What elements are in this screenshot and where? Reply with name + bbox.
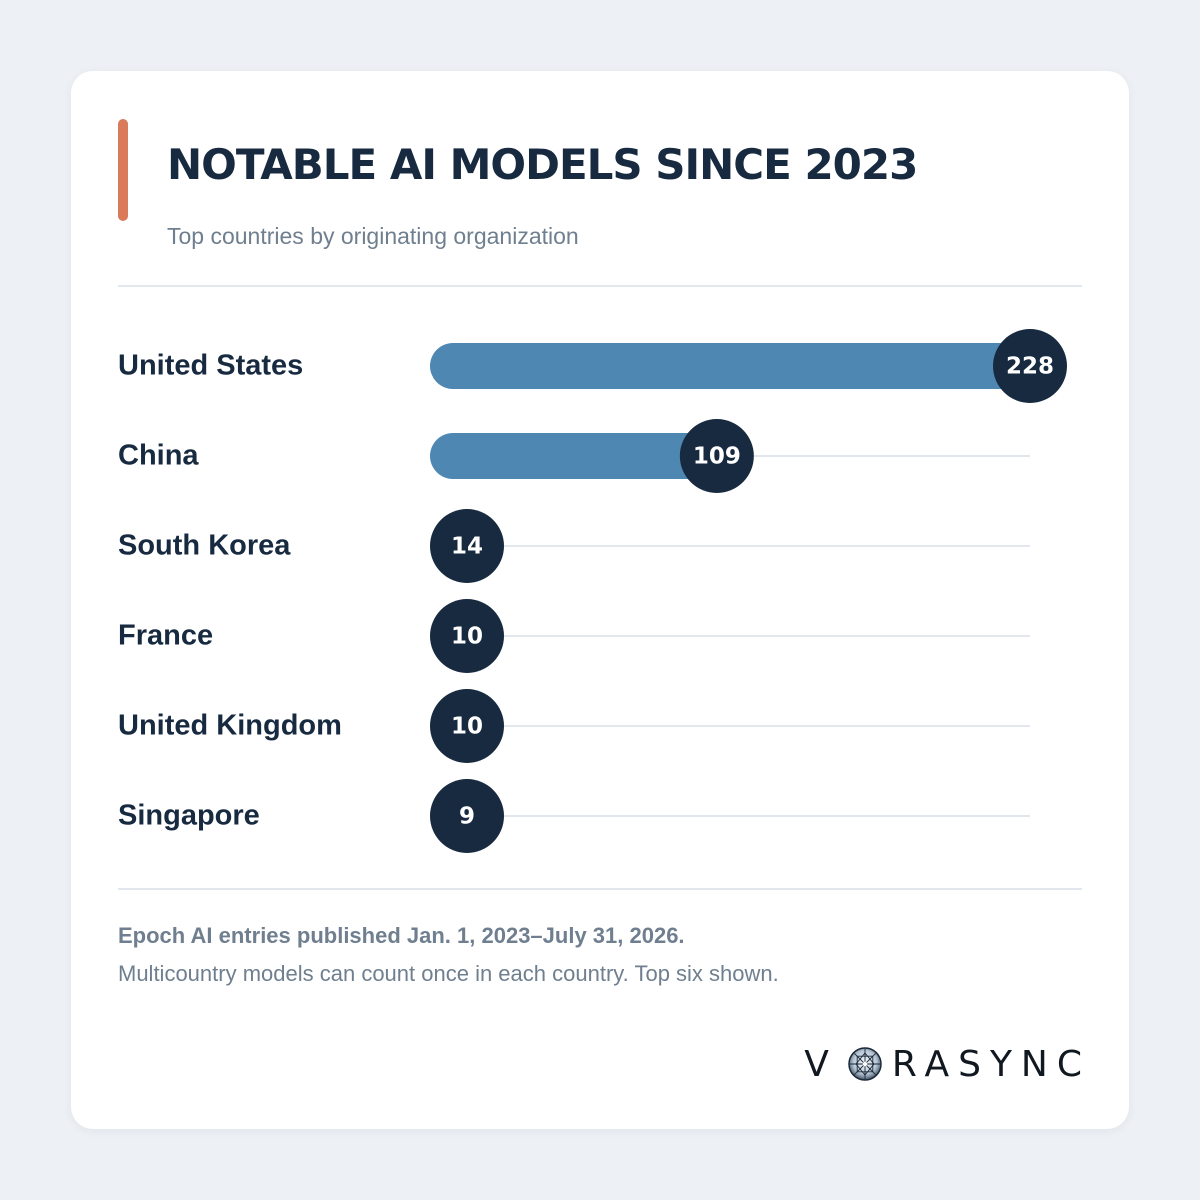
value-marker (430, 509, 504, 583)
chart-subtitle: Top countries by originating organizatio… (167, 223, 579, 249)
value-label: 109 (693, 444, 741, 470)
value-label: 228 (1006, 354, 1054, 380)
value-marker (993, 329, 1067, 403)
category-label: China (118, 440, 199, 472)
source-note: Epoch AI entries published Jan. 1, 2023–… (118, 923, 685, 948)
logo-text-left: V (804, 1043, 838, 1085)
bar (430, 343, 1030, 389)
method-note: Multicountry models can count once in ea… (118, 961, 779, 986)
top-divider (118, 285, 1082, 287)
category-label: United Kingdom (118, 710, 342, 742)
bar (430, 433, 717, 479)
bar-row: 109 China (118, 419, 1030, 493)
value-label: 10 (451, 624, 483, 650)
starburst-circle-icon (848, 1047, 882, 1081)
value-label: 9 (459, 804, 475, 830)
category-label: Singapore (118, 800, 260, 832)
bar-row: 9 Singapore (118, 779, 1030, 853)
title-accent-bar (118, 119, 128, 221)
brand-logo: V RASYNC (804, 1039, 1082, 1089)
value-marker (430, 689, 504, 763)
bar-row: 10 France (118, 599, 1030, 673)
category-label: South Korea (118, 530, 291, 562)
value-label: 14 (451, 534, 483, 560)
category-label: United States (118, 350, 303, 382)
bar-row: 10 United Kingdom (118, 689, 1030, 763)
value-label: 10 (451, 714, 483, 740)
chart-card: NOTABLE AI MODELS SINCE 2023 Top countri… (71, 71, 1129, 1129)
value-marker (430, 599, 504, 673)
value-marker (430, 779, 504, 853)
category-label: France (118, 620, 213, 652)
logo-text-right: RASYNC (891, 1043, 1091, 1085)
bar-row: 228 United States (118, 329, 1067, 403)
value-marker (679, 419, 754, 493)
chart-title: NOTABLE AI MODELS SINCE 2023 (167, 140, 918, 189)
bottom-divider (118, 888, 1082, 890)
bar-row: 14 South Korea (118, 509, 1030, 583)
